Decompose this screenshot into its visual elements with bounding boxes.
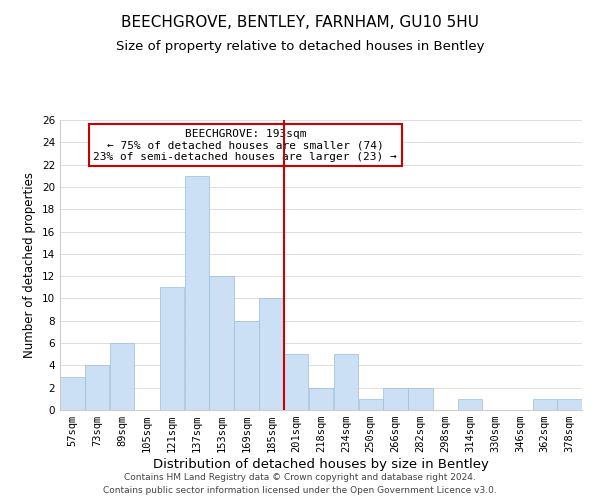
Text: Contains public sector information licensed under the Open Government Licence v3: Contains public sector information licen…	[103, 486, 497, 495]
Text: BEECHGROVE: 193sqm
← 75% of detached houses are smaller (74)
23% of semi-detache: BEECHGROVE: 193sqm ← 75% of detached hou…	[94, 128, 397, 162]
X-axis label: Distribution of detached houses by size in Bentley: Distribution of detached houses by size …	[153, 458, 489, 471]
Bar	[359, 399, 383, 410]
Text: Size of property relative to detached houses in Bentley: Size of property relative to detached ho…	[116, 40, 484, 53]
Bar	[85, 366, 109, 410]
Bar	[110, 343, 134, 410]
Bar	[458, 399, 482, 410]
Bar	[60, 376, 85, 410]
Bar	[533, 399, 557, 410]
Bar	[408, 388, 433, 410]
Bar	[209, 276, 234, 410]
Bar	[284, 354, 308, 410]
Bar	[160, 288, 184, 410]
Bar	[334, 354, 358, 410]
Y-axis label: Number of detached properties: Number of detached properties	[23, 172, 37, 358]
Bar	[259, 298, 283, 410]
Bar	[309, 388, 333, 410]
Bar	[234, 321, 259, 410]
Bar	[383, 388, 408, 410]
Bar	[185, 176, 209, 410]
Text: Contains HM Land Registry data © Crown copyright and database right 2024.: Contains HM Land Registry data © Crown c…	[124, 474, 476, 482]
Text: BEECHGROVE, BENTLEY, FARNHAM, GU10 5HU: BEECHGROVE, BENTLEY, FARNHAM, GU10 5HU	[121, 15, 479, 30]
Bar	[557, 399, 582, 410]
